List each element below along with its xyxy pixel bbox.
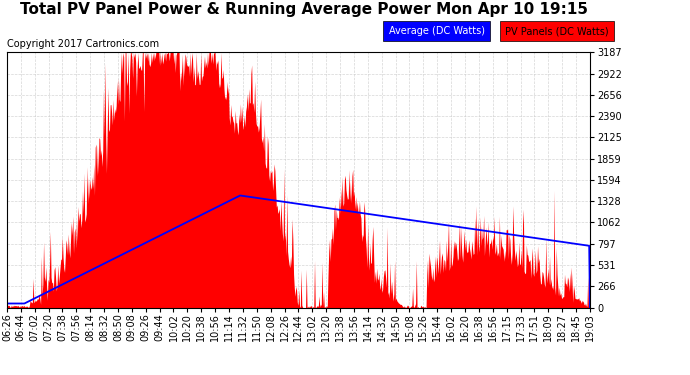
Text: Average (DC Watts): Average (DC Watts): [388, 26, 485, 36]
Text: PV Panels (DC Watts): PV Panels (DC Watts): [505, 26, 609, 36]
Text: Total PV Panel Power & Running Average Power Mon Apr 10 19:15: Total PV Panel Power & Running Average P…: [19, 2, 588, 17]
Text: Copyright 2017 Cartronics.com: Copyright 2017 Cartronics.com: [7, 39, 159, 50]
FancyBboxPatch shape: [500, 21, 614, 41]
FancyBboxPatch shape: [383, 21, 490, 41]
